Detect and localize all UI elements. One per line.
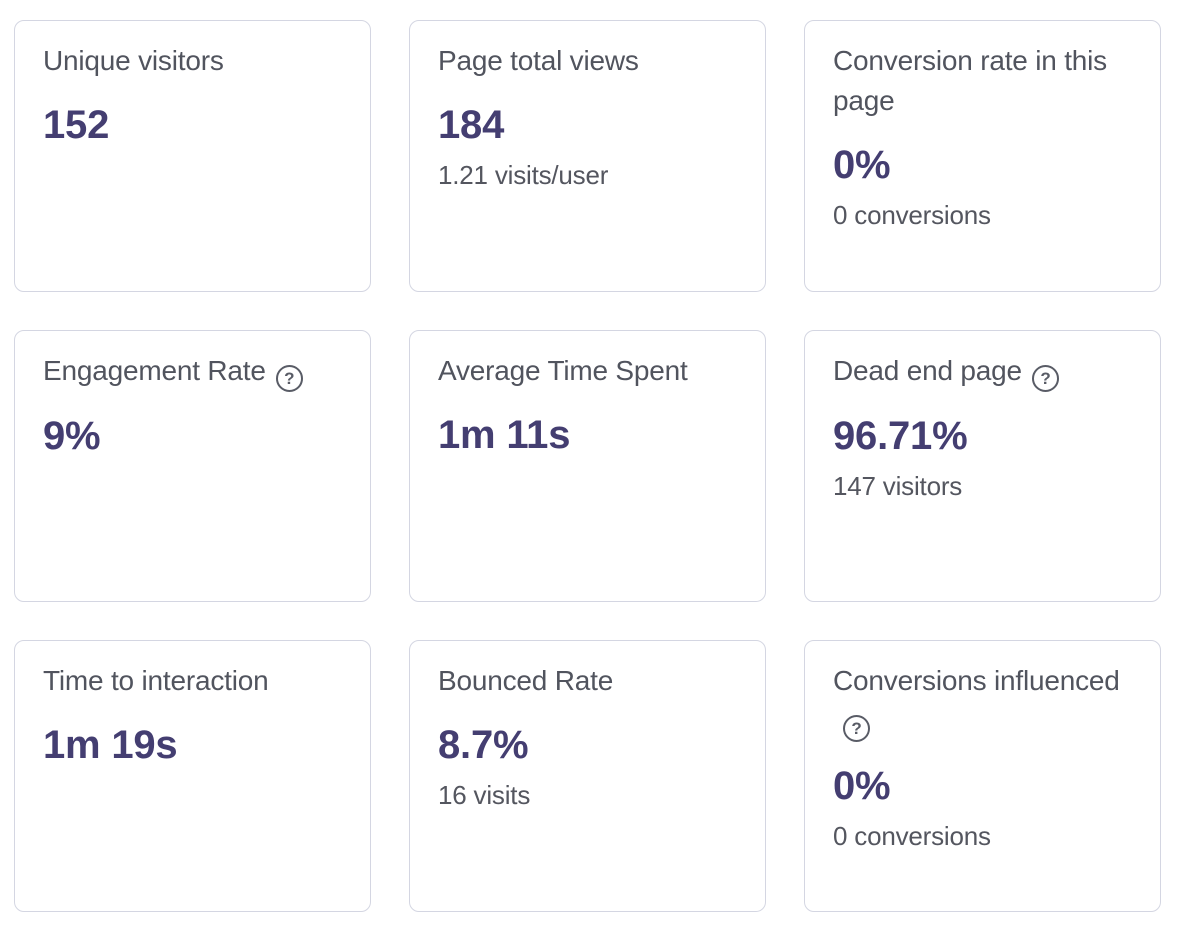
card-subtitle: 0 conversions: [833, 200, 991, 230]
card-value: 0%: [833, 764, 891, 808]
card-subtitle: 0 conversions: [833, 821, 991, 851]
card-title-text: Average Time Spent: [438, 355, 688, 386]
help-icon-glyph: ?: [1040, 369, 1051, 388]
metric-card: Conversions influenced? 0% 0 conversions: [804, 640, 1161, 912]
metric-card: Unique visitors 152: [14, 20, 371, 292]
card-title: Conversions influenced?: [833, 661, 1132, 742]
card-value: 1m 19s: [43, 723, 178, 767]
card-value: 1m 11s: [438, 413, 571, 457]
card-title: Dead end page?: [833, 351, 1132, 392]
card-value: 184: [438, 103, 505, 147]
metric-card: Conversion rate in this page 0% 0 conver…: [804, 20, 1161, 292]
help-icon[interactable]: ?: [1031, 365, 1059, 392]
card-value: 0%: [833, 143, 891, 187]
card-title-text: Page total views: [438, 45, 639, 76]
metric-card: Bounced Rate 8.7% 16 visits: [409, 640, 766, 912]
help-icon[interactable]: ?: [275, 365, 303, 392]
card-title-text: Time to interaction: [43, 665, 269, 696]
metric-card: Page total views 184 1.21 visits/user: [409, 20, 766, 292]
card-subtitle: 16 visits: [438, 780, 531, 810]
card-subtitle: 1.21 visits/user: [438, 160, 609, 190]
card-value: 152: [43, 103, 110, 147]
card-title: Bounced Rate: [438, 661, 737, 701]
card-value: 9%: [43, 414, 101, 458]
metric-card: Average Time Spent 1m 11s: [409, 330, 766, 602]
card-title-text: Engagement Rate: [43, 355, 266, 386]
card-title: Average Time Spent: [438, 351, 737, 391]
card-title-text: Bounced Rate: [438, 665, 614, 696]
card-value: 8.7%: [438, 723, 529, 767]
card-subtitle: 147 visitors: [833, 471, 963, 501]
card-title-text: Conversions influenced: [833, 665, 1120, 696]
card-title-text: Unique visitors: [43, 45, 224, 76]
card-value: 96.71%: [833, 414, 968, 458]
card-title: Conversion rate in this page: [833, 41, 1132, 121]
card-title-text: Conversion rate in this page: [833, 45, 1107, 116]
card-title-text: Dead end page: [833, 355, 1022, 386]
card-title: Engagement Rate?: [43, 351, 342, 392]
help-icon[interactable]: ?: [843, 715, 870, 742]
metric-card: Dead end page? 96.71% 147 visitors: [804, 330, 1161, 602]
card-title: Unique visitors: [43, 41, 342, 81]
metric-card: Time to interaction 1m 19s: [14, 640, 371, 912]
metric-card: Engagement Rate? 9%: [14, 330, 371, 602]
help-icon-glyph: ?: [284, 369, 295, 388]
help-icon-glyph: ?: [851, 719, 862, 738]
card-title: Page total views: [438, 41, 737, 81]
card-title: Time to interaction: [43, 661, 342, 701]
